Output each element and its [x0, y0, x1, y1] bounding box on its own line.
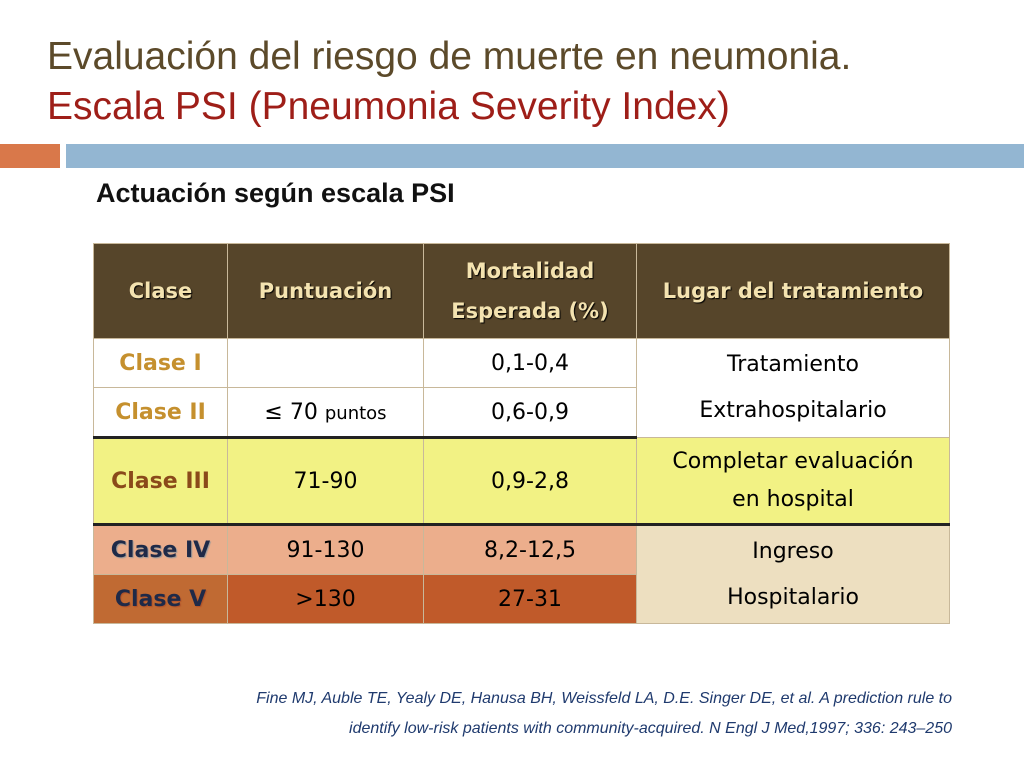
cell-mortalidad: 0,6-0,9 — [423, 387, 637, 439]
accent-bar-left — [0, 144, 60, 168]
lugar-line: Extrahospitalario — [699, 398, 887, 423]
puntuacion-number: 70 — [289, 399, 318, 425]
title-line-1: Evaluación del riesgo de muerte en neumo… — [47, 35, 852, 78]
cell-puntuacion: 91-130 — [227, 524, 424, 575]
lugar-line: en hospital — [732, 486, 854, 512]
cell-mortalidad: 8,2-12,5 — [423, 524, 637, 575]
table-header-row: Clase Puntuación Mortalidad Esperada (%)… — [93, 243, 950, 339]
lugar-line: Tratamiento — [727, 352, 859, 377]
cell-clase: Clase II — [93, 387, 228, 439]
table-row: Clase III 71-90 0,9-2,8 Completar evalua… — [93, 437, 950, 526]
slide-title: Evaluación del riesgo de muerte en neumo… — [47, 32, 1007, 132]
cell-lugar-ingreso: Ingreso Hospitalario — [636, 524, 950, 624]
header-clase: Clase — [93, 243, 228, 339]
lugar-line: Hospitalario — [727, 584, 859, 610]
header-mortalidad: Mortalidad Esperada (%) — [423, 243, 637, 339]
title-line-2: Escala PSI (Pneumonia Severity Index) — [47, 85, 730, 128]
slide-subtitle: Actuación según escala PSI — [96, 178, 455, 208]
cell-puntuacion: >130 — [227, 574, 424, 624]
lugar-line: Completar evaluación — [672, 448, 914, 474]
header-lugar: Lugar del tratamiento — [636, 243, 950, 339]
cell-puntuacion: 71-90 — [227, 437, 424, 526]
header-mortalidad-line1: Mortalidad — [465, 259, 595, 283]
cell-puntuacion: ≤ 70 puntos — [227, 387, 424, 439]
cell-mortalidad: 0,9-2,8 — [423, 437, 637, 526]
table-row: Clase II ≤ 70 puntos 0,6-0,9 — [93, 387, 950, 439]
table-row: Clase V >130 27-31 — [93, 574, 950, 624]
cell-clase: Clase I — [93, 338, 228, 388]
cell-clase: Clase V — [93, 574, 228, 624]
cell-clase: Clase III — [93, 437, 228, 526]
header-mortalidad-line2: Esperada (%) — [451, 299, 609, 323]
cell-mortalidad: 0,1-0,4 — [423, 338, 637, 388]
cell-puntuacion — [227, 338, 424, 388]
lugar-line: Ingreso — [752, 538, 834, 564]
psi-table: Clase Puntuación Mortalidad Esperada (%)… — [93, 243, 950, 624]
table-row: Clase I 0,1-0,4 Tratamiento Extrahospita… — [93, 338, 950, 438]
puntuacion-unit: puntos — [324, 402, 387, 424]
reference-line-1: Fine MJ, Auble TE, Yealy DE, Hanusa BH, … — [256, 690, 952, 707]
reference-line-2: identify low-risk patients with communit… — [349, 720, 952, 737]
cell-lugar-extrahospitalario: Tratamiento Extrahospitalario — [636, 338, 950, 438]
cell-clase: Clase IV — [93, 524, 228, 575]
header-puntuacion: Puntuación — [227, 243, 424, 339]
cell-lugar-hospital-eval: Completar evaluación en hospital — [636, 437, 950, 526]
reference-citation: Fine MJ, Auble TE, Yealy DE, Hanusa BH, … — [52, 684, 952, 744]
accent-bar-right — [66, 144, 1024, 168]
leq-symbol: ≤ — [264, 399, 283, 425]
table-row: Clase IV 91-130 8,2-12,5 Ingreso Hospita… — [93, 524, 950, 624]
cell-mortalidad: 27-31 — [423, 574, 637, 624]
